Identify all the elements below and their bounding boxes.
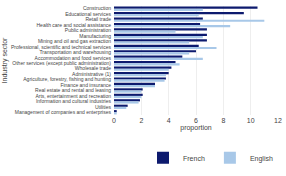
svg-text:French: French (183, 155, 205, 162)
svg-text:Manufacturing: Manufacturing (79, 33, 111, 39)
svg-text:8: 8 (221, 117, 225, 124)
svg-text:Finance and insurance: Finance and insurance (60, 82, 111, 88)
svg-text:Information and cultural indus: Information and cultural industries (36, 98, 112, 104)
svg-text:Transportation and warehousing: Transportation and warehousing (39, 49, 111, 55)
svg-text:Administrative (1): Administrative (1) (72, 71, 111, 77)
svg-text:Health care and social assista: Health care and social assistance (37, 22, 112, 28)
svg-text:Accommodation and food service: Accommodation and food services (35, 55, 112, 61)
svg-text:10: 10 (247, 117, 255, 124)
svg-text:Industry sector: Industry sector (1, 37, 9, 84)
svg-text:12: 12 (274, 117, 282, 124)
svg-text:proportion: proportion (180, 124, 212, 132)
svg-text:Other services (except public: Other services (except public administra… (12, 60, 111, 66)
svg-text:Wholesale trade: Wholesale trade (75, 65, 111, 71)
svg-text:2: 2 (139, 117, 143, 124)
svg-text:Public administration: Public administration (65, 27, 111, 33)
svg-text:Real estate and rental and lea: Real estate and rental and leasing (35, 87, 111, 93)
svg-text:Mining and oil and gas extract: Mining and oil and gas extraction (38, 38, 111, 44)
svg-text:Management of companies and en: Management of companies and enterprises (15, 109, 112, 115)
svg-text:Utilities: Utilities (95, 104, 112, 110)
svg-text:Educational services: Educational services (65, 11, 111, 17)
svg-text:4: 4 (167, 117, 171, 124)
svg-text:English: English (250, 155, 273, 163)
svg-text:0: 0 (112, 117, 116, 124)
svg-text:Professional, scientific and t: Professional, scientific and technical s… (11, 44, 112, 50)
svg-text:Agriculture, forestry, fishing: Agriculture, forestry, fishing and hunti… (23, 76, 111, 82)
svg-text:6: 6 (194, 117, 198, 124)
svg-text:Construction: Construction (83, 5, 111, 11)
svg-text:Retail trade: Retail trade (85, 16, 111, 22)
svg-text:Arts, entertainment and recrea: Arts, entertainment and recreation (35, 93, 111, 99)
